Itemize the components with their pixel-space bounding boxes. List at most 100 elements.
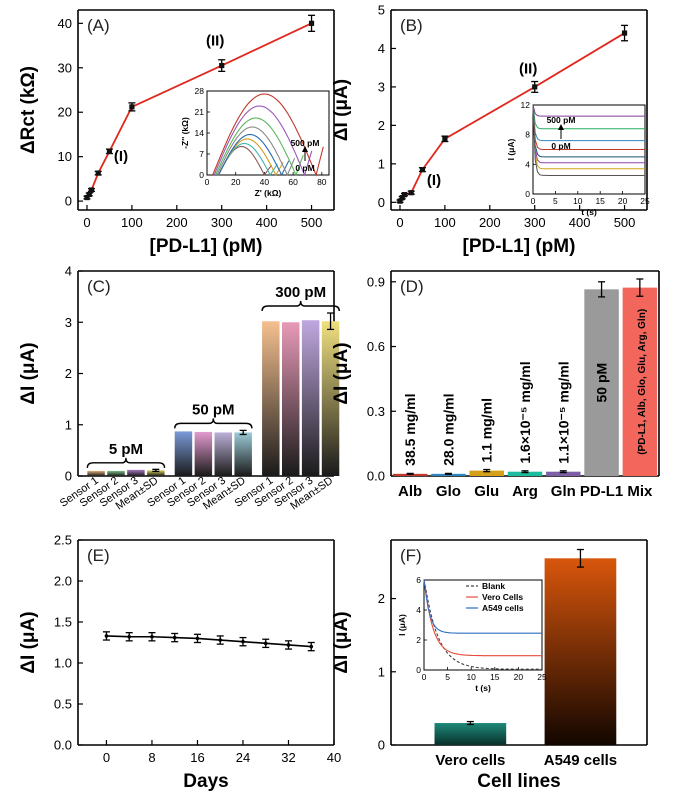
panel-a-data-point — [86, 191, 92, 198]
panel-c-y-tick-label: 2 — [65, 366, 72, 381]
panel-a-nyquist-curve — [218, 133, 290, 177]
panel-d-y-tick-label: 0.0 — [367, 469, 385, 484]
panel-e-x-tick-label: 0 — [103, 750, 110, 765]
panel-a-data-point — [219, 62, 225, 69]
panel-a-inset-y-label: -Z'' (kΩ) — [180, 117, 190, 149]
panel-d-bar — [546, 471, 581, 476]
panel-b-data-point — [532, 84, 538, 90]
panel-f-inset-frame — [423, 579, 543, 671]
panel-a-x-tick-label: 200 — [166, 215, 188, 230]
panel-e-y-tick-label: 0.5 — [54, 697, 72, 712]
panel-c-bar — [281, 322, 300, 476]
panel-f-inset-curve — [423, 579, 542, 634]
panel-b-annotation: (I) — [427, 172, 441, 189]
panel-f-inset-y-tick-label: 6 — [416, 575, 421, 585]
panel-a-y-axis-label: ΔRct (kΩ) — [18, 66, 39, 154]
panel-b-x-axis-label: [PD-L1] (pM) — [463, 236, 576, 257]
panel-f-inset-x-tick-label: 15 — [490, 672, 500, 682]
panel-d-x-tick-label: Glo — [436, 483, 461, 500]
panel-f-chart: 0 1 2 Cell lines ΔI (μA) (F) Vero cells A549 ce… — [331, 539, 648, 792]
panel-b-data-point — [408, 190, 414, 196]
panel-b-inset-arrow-bottom-label: 0 pM — [551, 141, 570, 151]
panel-a-inset-y-tick-label: 14 — [195, 128, 205, 138]
panel-f-x-tick-label: Vero cells — [435, 752, 505, 769]
panel-e-data-point — [150, 634, 154, 639]
panel-a-x-tick-label: 400 — [256, 215, 278, 230]
panel-b-data-point — [397, 198, 403, 204]
panel-a-nyquist-curve — [216, 126, 296, 177]
panel-f-legend-label: Vero Cells — [482, 592, 523, 602]
panel-c-group-label: 5 pM — [109, 441, 143, 458]
panel-b-y-tick-label: 4 — [378, 41, 385, 56]
panel-d-bar — [469, 470, 504, 476]
panel-d-bar-label: 1.1 mg/ml — [479, 398, 495, 463]
panel-d-bar — [622, 287, 658, 476]
panel-a-nyquist-curve — [215, 117, 304, 177]
panel-b-amperometric-curve — [532, 104, 645, 130]
panel-b-y-tick-label: 2 — [378, 118, 385, 133]
panel-a-data-point — [88, 187, 95, 193]
panel-e-x-axis-label: Days — [183, 771, 228, 792]
panel-d-x-tick-label: Glu — [474, 483, 499, 500]
panel-e-series-line — [106, 635, 312, 648]
panel-f-inset-x-tick-label: 10 — [466, 672, 476, 682]
panel-e-x-tick-label: 8 — [148, 750, 155, 765]
panel-b-inset-y-tick-label: 4 — [525, 159, 530, 169]
panel-f-inset-y-tick-label: 4 — [416, 605, 421, 615]
panel-a-x-tick-label: 500 — [301, 215, 323, 230]
panel-c-bar — [321, 321, 340, 476]
panel-c-group-bracket — [174, 418, 253, 429]
panel-c-bar — [262, 321, 280, 476]
panel-d-bar-label: (PD-L1, Alb, Glo, Glu, Arg, Gln) — [637, 309, 648, 455]
panel-b-amperometric-curve — [532, 104, 645, 158]
panel-b-inset-x-tick-label: 10 — [573, 196, 583, 206]
panel-b-x-tick-label: 100 — [434, 215, 456, 230]
panel-b-y-tick-label: 5 — [378, 3, 385, 18]
panel-b-amperometric-curve — [532, 104, 645, 170]
panel-a-y-tick-label: 30 — [58, 60, 72, 75]
panel-e-data-point — [241, 639, 245, 644]
panel-a-inset-arrow-bottom-label: 0 pM — [295, 163, 314, 173]
panel-d-y-tick-label: 0.9 — [367, 274, 385, 289]
panel-e-x-tick-label: 16 — [190, 750, 204, 765]
panel-a-inset-x-tick-label: 60 — [288, 177, 298, 187]
panel-d-bar-label: 38.5 mg/ml — [402, 393, 418, 465]
panel-b-y-tick-label: 0 — [378, 195, 385, 210]
panel-b-y-tick-label: 1 — [378, 156, 385, 171]
panel-b-inset-y-tick-label: 0 — [525, 189, 530, 199]
panel-c-bar — [214, 432, 233, 476]
panel-a-y-tick-label: 10 — [58, 149, 72, 164]
panel-d-chart: 0.0 0.3 0.6 0.9 ΔI (μA) (D) Alb 38.5 mg/ml Glo 28… — [331, 270, 660, 500]
panel-b-inset-x-tick-label: 20 — [618, 196, 628, 206]
panel-c-bar — [147, 470, 165, 476]
panel-c-group-bracket — [261, 300, 340, 312]
panel-b-x-tick-label: 200 — [479, 215, 501, 230]
panel-b-inset-x-label: t (s) — [581, 207, 597, 217]
panel-a-inset-x-tick-label: 0 — [205, 177, 210, 187]
panel-b-panel-label: (B) — [400, 16, 423, 35]
panel-b-inset-arrow-top-label: 500 pM — [547, 115, 576, 125]
panel-f-inset-x-label: t (s) — [475, 683, 491, 693]
panel-b-x-tick-label: 400 — [569, 215, 591, 230]
panel-a-inset-y-tick-label: 28 — [195, 86, 205, 96]
panel-e-data-point — [309, 644, 314, 649]
panel-a-y-tick-label: 20 — [58, 105, 72, 120]
panel-a-annotation: (I) — [114, 148, 128, 165]
panel-f-inset-x-tick-label: 20 — [514, 672, 524, 682]
panel-a-x-tick-label: 0 — [83, 215, 90, 230]
panel-f-x-axis-label: Cell lines — [477, 771, 560, 792]
panel-e-y-tick-label: 2.5 — [54, 533, 72, 548]
panel-b-amperometric-curve — [532, 104, 645, 164]
panel-f-y-axis-label: ΔI (μA) — [331, 611, 352, 673]
panel-c-panel-label: (C) — [87, 277, 111, 296]
panel-f-inset-x-tick-label: 25 — [537, 672, 547, 682]
panel-d-x-tick-label: PD-L1 — [580, 483, 623, 500]
panel-c-y-tick-label: 4 — [65, 264, 72, 279]
panel-f-inset-y-label: I (μA) — [397, 614, 407, 636]
panel-b-x-tick-label: 0 — [396, 215, 403, 230]
panel-c-bar — [127, 469, 145, 476]
panel-b-annotation: (II) — [519, 60, 537, 77]
panel-a-nyquist-curve — [212, 93, 324, 177]
